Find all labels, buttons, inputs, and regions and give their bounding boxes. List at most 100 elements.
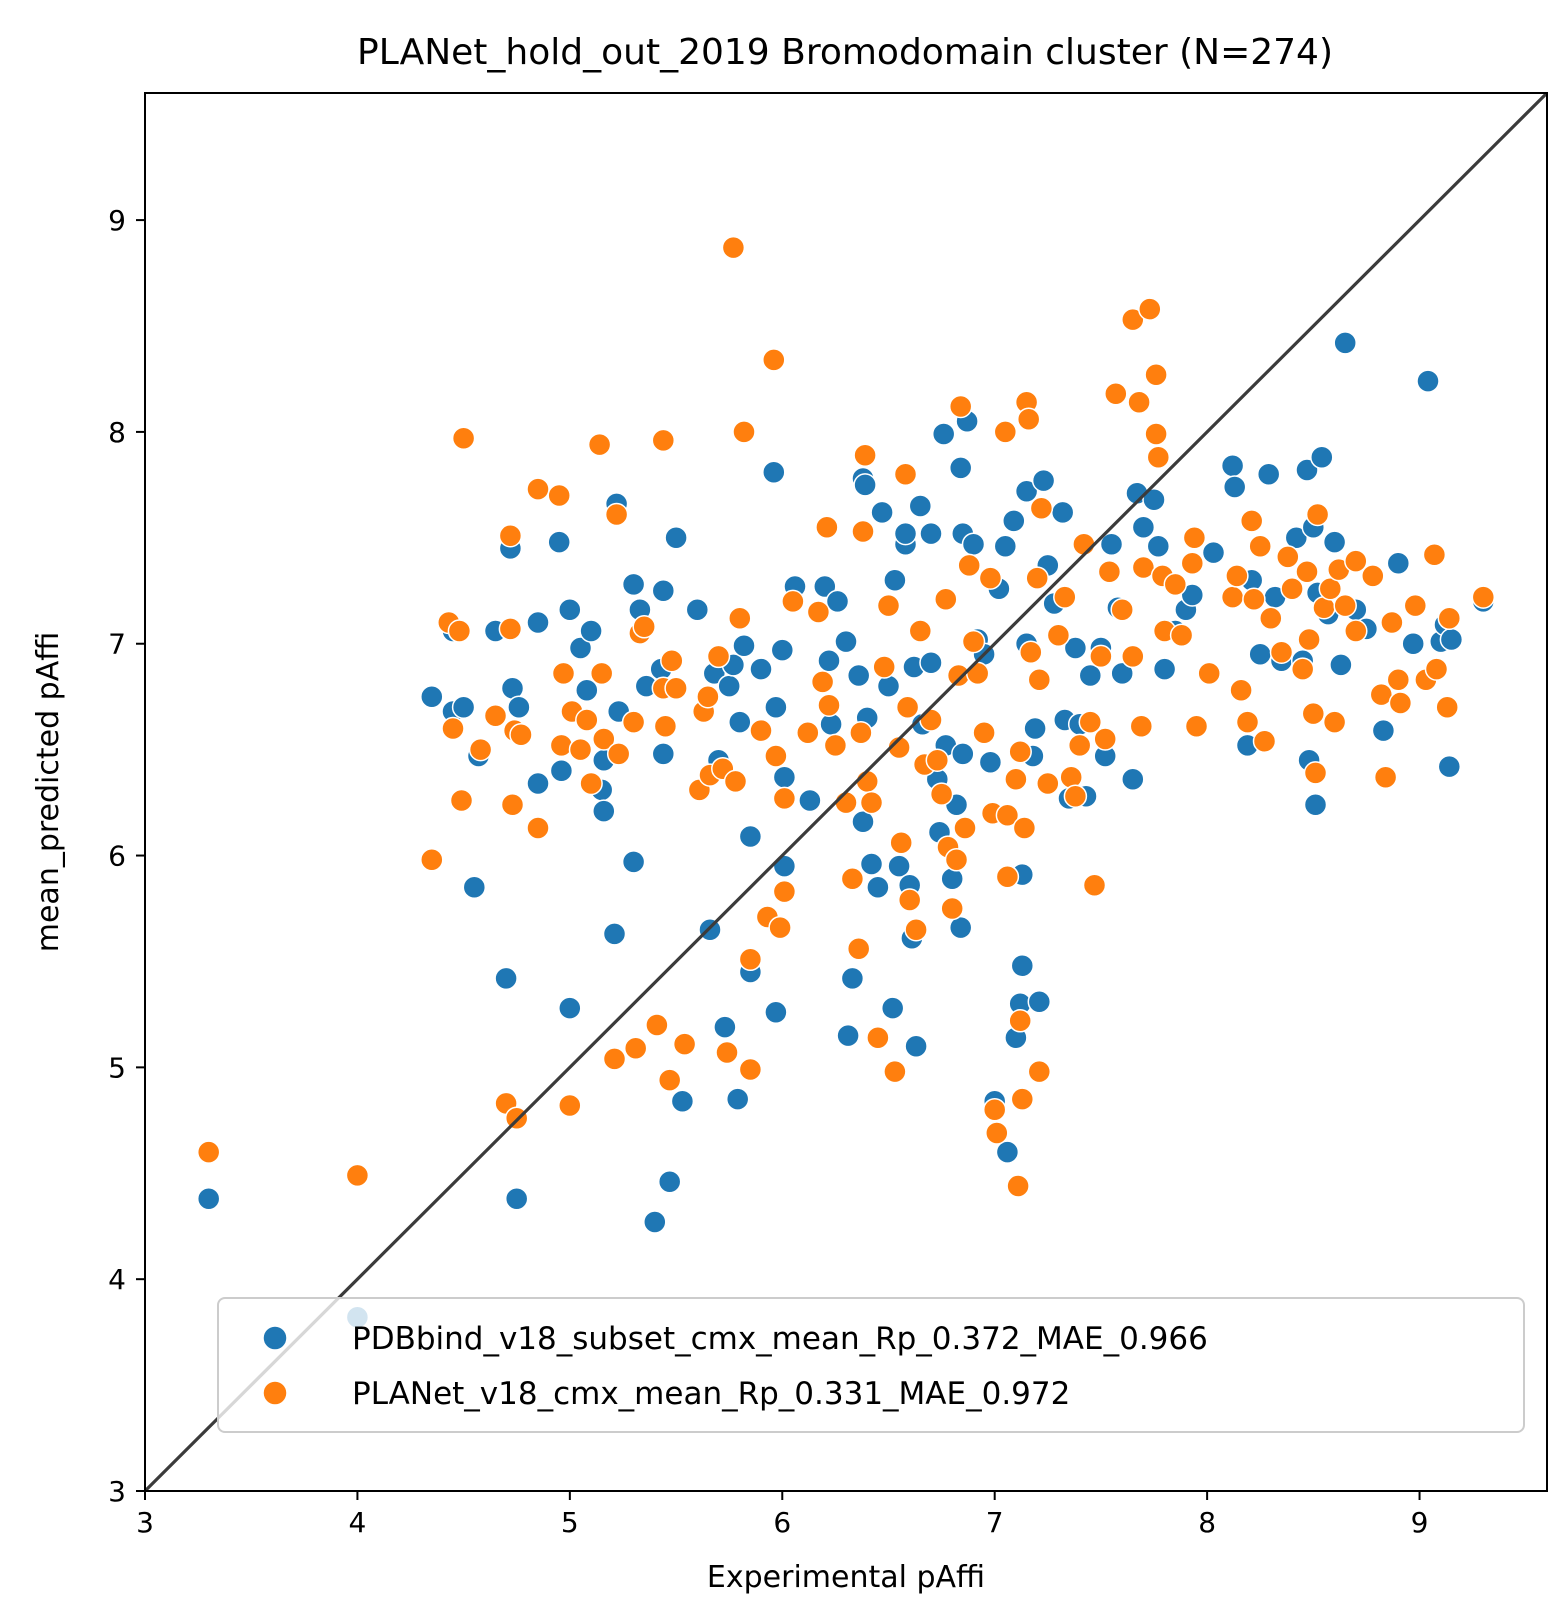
data-point-series-1 bbox=[768, 915, 792, 940]
data-point-series-1 bbox=[815, 515, 839, 539]
data-point-series-1 bbox=[526, 816, 550, 840]
data-point-series-1 bbox=[447, 619, 472, 643]
data-point-series-1 bbox=[1305, 502, 1330, 527]
data-point-series-1 bbox=[749, 718, 773, 743]
data-point-series-1 bbox=[940, 896, 964, 921]
data-point-series-1 bbox=[589, 661, 614, 686]
data-point-series-1 bbox=[1422, 543, 1447, 567]
data-point-series-0 bbox=[526, 771, 550, 796]
data-point-series-1 bbox=[1010, 1087, 1035, 1111]
data-point-series-1 bbox=[895, 695, 920, 720]
data-point-series-1 bbox=[1259, 606, 1283, 631]
data-point-series-1 bbox=[526, 477, 550, 501]
data-point-series-1 bbox=[846, 936, 871, 961]
data-point-series-0 bbox=[526, 610, 550, 635]
data-point-series-1 bbox=[451, 426, 476, 451]
data-point-series-0 bbox=[940, 867, 964, 891]
data-point-series-1 bbox=[1129, 714, 1154, 739]
data-point-series-0 bbox=[798, 788, 822, 813]
data-point-series-1 bbox=[1403, 593, 1428, 618]
data-point-series-1 bbox=[651, 428, 676, 453]
data-point-series-1 bbox=[706, 644, 731, 669]
data-point-series-1 bbox=[660, 648, 684, 673]
data-point-series-1 bbox=[732, 420, 756, 444]
data-point-series-1 bbox=[738, 947, 763, 972]
x-tick-label: 9 bbox=[1411, 1506, 1429, 1539]
data-point-series-1 bbox=[1082, 873, 1107, 897]
data-point-series-0 bbox=[579, 619, 603, 643]
data-point-series-1 bbox=[1012, 816, 1037, 840]
data-point-series-0 bbox=[462, 875, 487, 900]
data-point-series-1 bbox=[1027, 667, 1052, 692]
data-point-series-0 bbox=[1201, 540, 1226, 565]
data-point-series-1 bbox=[929, 782, 954, 806]
data-point-series-0 bbox=[549, 759, 574, 783]
data-point-series-1 bbox=[645, 1013, 669, 1037]
data-point-series-1 bbox=[817, 693, 841, 717]
data-point-series-1 bbox=[764, 744, 788, 768]
data-point-series-1 bbox=[876, 593, 901, 618]
data-point-series-0 bbox=[859, 852, 884, 876]
data-point-series-1 bbox=[1127, 390, 1151, 415]
data-point-series-1 bbox=[1220, 585, 1245, 609]
legend-label-pdbbind: PDBbind_v18_subset_cmx_mean_Rp_0.372_MAE… bbox=[352, 1321, 1208, 1357]
data-point-series-1 bbox=[995, 864, 1020, 889]
data-point-series-1 bbox=[1386, 667, 1411, 692]
data-point-series-0 bbox=[621, 572, 646, 597]
data-point-series-0 bbox=[1131, 515, 1156, 539]
data-point-series-0 bbox=[420, 684, 444, 709]
data-point-series-0 bbox=[664, 526, 688, 550]
data-point-series-0 bbox=[558, 996, 582, 1020]
data-point-series-0 bbox=[1248, 642, 1272, 667]
data-point-series-0 bbox=[651, 579, 676, 603]
data-point-series-1 bbox=[196, 1140, 221, 1164]
y-tick-label: 8 bbox=[108, 416, 126, 449]
data-point-series-0 bbox=[770, 638, 795, 662]
data-point-series-0 bbox=[1146, 534, 1171, 559]
data-point-series-1 bbox=[908, 619, 933, 643]
data-point-series-0 bbox=[870, 500, 894, 525]
data-point-series-1 bbox=[1225, 564, 1249, 588]
data-point-series-1 bbox=[1471, 585, 1496, 609]
data-point-series-1 bbox=[1297, 627, 1321, 652]
data-point-series-0 bbox=[558, 598, 582, 622]
data-point-series-1 bbox=[1008, 1009, 1032, 1033]
data-point-series-0 bbox=[621, 850, 646, 874]
data-point-series-1 bbox=[587, 432, 612, 457]
plot-frame bbox=[144, 92, 1548, 1492]
data-point-series-0 bbox=[713, 1015, 737, 1039]
data-point-series-1 bbox=[441, 716, 465, 741]
data-point-series-1 bbox=[345, 1163, 370, 1188]
data-point-series-1 bbox=[772, 786, 797, 811]
data-point-series-0 bbox=[749, 657, 773, 681]
data-point-series-1 bbox=[1290, 657, 1315, 681]
data-point-series-1 bbox=[796, 720, 820, 745]
data-point-series-0 bbox=[507, 695, 531, 720]
data-point-series-1 bbox=[985, 1121, 1009, 1145]
data-point-series-0 bbox=[1401, 631, 1425, 656]
data-point-series-1 bbox=[972, 720, 996, 745]
data-point-series-0 bbox=[853, 473, 877, 497]
data-point-series-0 bbox=[1031, 468, 1056, 493]
data-point-series-1 bbox=[1093, 727, 1117, 751]
data-point-series-1 bbox=[840, 867, 865, 891]
data-point-series-1 bbox=[1063, 784, 1088, 808]
data-point-series-1 bbox=[602, 1047, 627, 1071]
data-point-series-1 bbox=[1373, 765, 1398, 789]
data-point-series-0 bbox=[1023, 716, 1047, 741]
data-point-series-1 bbox=[468, 737, 493, 762]
data-point-series-0 bbox=[813, 574, 837, 599]
legend-marker-planet bbox=[262, 1380, 288, 1406]
data-point-series-1 bbox=[604, 502, 629, 527]
data-point-series-1 bbox=[1110, 598, 1134, 622]
data-point-series-1 bbox=[1163, 572, 1188, 597]
data-point-series-1 bbox=[1235, 710, 1260, 734]
data-point-series-1 bbox=[1059, 765, 1083, 789]
chart-title: PLANet_hold_out_2019 Bromodomain cluster… bbox=[357, 32, 1333, 73]
data-point-series-1 bbox=[1182, 526, 1207, 550]
legend-marker-pdbbind bbox=[262, 1325, 288, 1351]
data-point-series-0 bbox=[1329, 653, 1353, 677]
data-point-series-1 bbox=[500, 792, 525, 817]
data-point-series-1 bbox=[1146, 445, 1171, 470]
